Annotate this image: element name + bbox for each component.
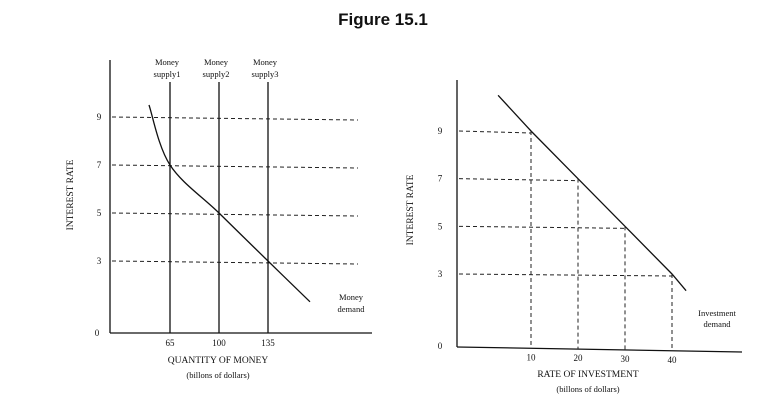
x-axis <box>456 346 743 353</box>
rate-guide-line-3 <box>111 260 359 265</box>
rate-guide-line-5 <box>111 212 359 217</box>
y-tick-label: 5 <box>97 208 102 218</box>
rate-guide-line <box>458 273 673 277</box>
y-tick-label: 9 <box>438 126 443 136</box>
y-tick-label: 9 <box>97 112 102 122</box>
investment-demand-label: demand <box>704 319 732 329</box>
x-tick-label: 40 <box>668 355 678 365</box>
money-supply-label-3: Money <box>253 57 278 67</box>
money-demand-label: Money <box>339 292 364 302</box>
money-supply-label-2: supply2 <box>203 69 230 79</box>
x-tick-label: 135 <box>261 338 275 348</box>
y-tick-label: 7 <box>97 160 102 170</box>
y-axis-title: INTEREST RATE <box>406 174 416 245</box>
rate-guide-line <box>458 130 532 134</box>
investment-chart: 0 INTEREST RATE RATE OF INVESTMENT (bill… <box>406 80 743 394</box>
y-axis-title: INTEREST RATE <box>66 159 76 230</box>
money-market-chart: 0 INTEREST RATE QUANTITY OF MONEY (billo… <box>66 57 372 380</box>
x-axis-title: RATE OF INVESTMENT <box>537 370 639 380</box>
rate-guide-line <box>458 178 579 182</box>
y-tick-label: 3 <box>97 256 102 266</box>
rate-guide-line-9 <box>111 116 359 121</box>
money-supply-label-3: supply3 <box>252 69 279 79</box>
x-tick-label: 100 <box>212 338 226 348</box>
investment-demand-line <box>497 94 687 292</box>
y-tick-label: 5 <box>438 221 443 231</box>
money-demand-label: demand <box>338 304 366 314</box>
figure-title: Figure 15.1 <box>338 10 428 29</box>
money-demand-curve <box>148 104 311 303</box>
y-tick-label: 3 <box>438 269 443 279</box>
money-supply-label-1: supply1 <box>154 69 181 79</box>
x-axis-subtitle: (billons of dollars) <box>186 370 249 380</box>
x-tick-label: 10 <box>527 352 537 362</box>
x-axis-subtitle: (billons of dollars) <box>556 384 619 394</box>
investment-demand-label: Investment <box>698 308 736 318</box>
origin-label: 0 <box>438 341 443 351</box>
x-tick-label: 30 <box>621 354 631 364</box>
money-supply-label-2: Money <box>204 57 229 67</box>
rate-guide-line-7 <box>111 164 359 169</box>
x-axis-title: QUANTITY OF MONEY <box>168 356 269 366</box>
x-tick-label: 65 <box>166 338 176 348</box>
x-tick-label: 20 <box>574 353 584 363</box>
origin-label: 0 <box>95 328 100 338</box>
money-supply-label-1: Money <box>155 57 180 67</box>
rate-guide-line <box>458 225 626 229</box>
y-tick-label: 7 <box>438 174 443 184</box>
